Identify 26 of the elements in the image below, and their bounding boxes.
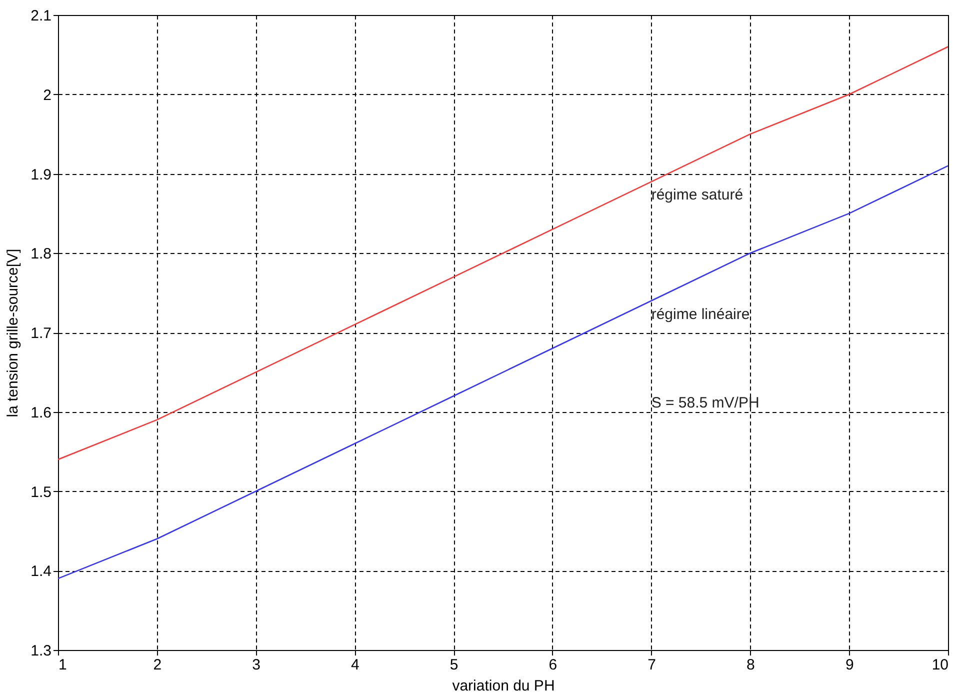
y-tick-label: 1.7	[30, 325, 52, 342]
x-tick-label: 8	[746, 656, 755, 674]
y-tick-label: 1.3	[30, 642, 52, 660]
annotation: S = 58.5 mV/PH	[651, 394, 760, 412]
x-tick-label: 3	[252, 656, 260, 674]
x-tick-label: 4	[350, 656, 360, 674]
line-series	[58, 46, 948, 460]
series-label: régime saturé	[651, 186, 744, 204]
y-tick-label: 2	[43, 86, 52, 104]
x-tick-label: 9	[845, 656, 854, 674]
line-series	[58, 165, 948, 580]
y-tick-label: 1.6	[30, 404, 52, 422]
y-axis-title: la tension grille-source[V]	[4, 248, 22, 418]
y-tick-label: 1.9	[30, 166, 52, 184]
y-tick-label: 1.4	[30, 563, 52, 580]
x-tick-label: 7	[648, 656, 656, 674]
y-tick-label: 1.8	[30, 246, 52, 263]
x-tick-label: 2	[153, 656, 162, 674]
x-axis-title: variation du PH	[452, 678, 555, 694]
series-label: régime linéaire	[651, 306, 750, 323]
y-tick-label: 2.1	[30, 8, 52, 24]
x-tick-label: 6	[548, 656, 558, 674]
x-tick-label: 5	[450, 656, 458, 674]
y-tick-label: 1.5	[30, 484, 52, 501]
x-tick-label: 10	[932, 656, 948, 674]
x-tick-label: 1	[58, 656, 67, 674]
